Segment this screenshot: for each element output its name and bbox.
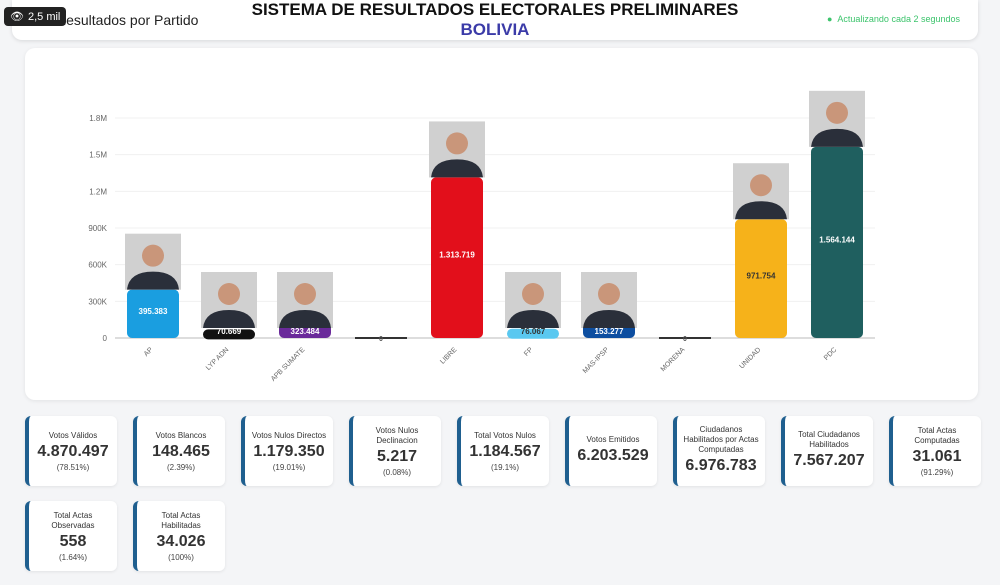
stat-value: 4.870.497 <box>37 442 109 460</box>
stat-label: Votos Válidos <box>48 430 98 440</box>
candidate-photo <box>733 163 789 220</box>
bar-value-label: 70.669 <box>217 327 242 336</box>
stat-label: Total Ciudadanos Habilitados <box>798 430 860 449</box>
stat-percent: (19.01%) <box>272 462 306 472</box>
stat-label: Total Actas Observadas <box>51 510 95 530</box>
y-tick-label: 900K <box>88 224 107 233</box>
x-tick-label: FP <box>523 346 535 358</box>
stat-label: Total Actas Habilitadas <box>161 510 201 530</box>
x-tick-label: PDC <box>823 346 838 361</box>
stat-card: Total Ciudadanos Habilitados 7.567.207 <box>781 416 873 486</box>
candidate-photo <box>429 121 485 178</box>
section-subtitle: Resultados por Partido <box>56 12 199 28</box>
stat-label: Votos Emitidos <box>586 435 640 444</box>
stat-card: Total Actas Habilitadas 34.026 (100%) <box>133 501 225 571</box>
view-count: 2,5 mil <box>27 10 61 23</box>
candidate-photo <box>201 272 257 328</box>
stat-label: Votos Nulos Declinacion <box>375 425 419 445</box>
stat-percent: (100%) <box>168 552 194 562</box>
y-tick-label: 1.5M <box>89 151 107 160</box>
candidate-photo <box>505 272 561 328</box>
bar-value-label: 1.313.719 <box>439 251 475 260</box>
bar-value-label: 971.754 <box>747 272 776 281</box>
stat-value: 1.184.567 <box>469 442 541 460</box>
stat-card: Ciudadanos Habilitados por Actas Computa… <box>673 416 765 486</box>
bar-value-label: 0 <box>379 336 383 343</box>
stat-label: Total Actas Computadas <box>914 425 960 445</box>
bar-value-label: 153.277 <box>595 327 624 336</box>
country-title: BOLIVIA <box>460 20 530 39</box>
eye-icon: 👁 <box>10 11 24 23</box>
stat-percent: (0.08%) <box>382 467 411 477</box>
candidate-photo <box>581 272 637 328</box>
candidate-photo <box>809 90 865 147</box>
stat-label: Ciudadanos Habilitados por Actas Computa… <box>683 425 759 454</box>
stat-percent: (1.64%) <box>58 552 87 562</box>
status-dot-icon: ● <box>826 14 833 24</box>
stat-card: Votos Emitidos 6.203.529 <box>565 416 657 486</box>
y-tick-label: 1.2M <box>89 187 107 196</box>
bar-value-label: 395.383 <box>139 307 168 316</box>
view-count-badge: 👁 2,5 mil <box>4 7 67 26</box>
bar[interactable] <box>735 219 787 338</box>
stat-percent: (91.29%) <box>920 467 954 477</box>
candidate-photo <box>125 233 181 290</box>
stat-value: 6.976.783 <box>685 457 757 474</box>
stat-value: 1.179.350 <box>253 442 325 460</box>
page-title: SISTEMA DE RESULTADOS ELECTORALES PRELIM… <box>251 0 739 19</box>
live-status: ● Actualizando cada 2 segundos <box>827 14 960 24</box>
stat-card: Votos Válidos 4.870.497 (78.51%) <box>25 416 117 486</box>
stat-card: Total Actas Observadas 558 (1.64%) <box>25 501 117 571</box>
stat-card: Total Votos Nulos 1.184.567 (19.1%) <box>457 416 549 486</box>
stat-percent: (78.51%) <box>56 462 90 472</box>
bar[interactable] <box>431 177 483 338</box>
stat-card: Votos Nulos Declinacion 5.217 (0.08%) <box>349 416 441 486</box>
stat-value: 34.026 <box>156 532 206 550</box>
y-tick-label: 300K <box>88 297 107 306</box>
x-tick-label: AP <box>143 346 155 358</box>
stat-label: Votos Blancos <box>155 430 207 440</box>
stat-value: 148.465 <box>152 442 210 460</box>
y-tick-label: 1.8M <box>89 114 107 123</box>
header: Resultados por Partido SISTEMA DE RESULT… <box>12 0 978 40</box>
stat-label: Votos Nulos Directos <box>251 430 327 440</box>
bar[interactable] <box>203 329 255 340</box>
stat-value: 5.217 <box>376 447 418 465</box>
x-tick-label: MORENA <box>660 346 687 373</box>
candidate-photo <box>277 272 333 328</box>
stat-value: 6.203.529 <box>577 447 649 464</box>
stat-value: 31.061 <box>912 447 962 465</box>
stat-card: Votos Nulos Directos 1.179.350 (19.01%) <box>241 416 333 486</box>
stat-card: Votos Blancos 148.465 (2.39%) <box>133 416 225 486</box>
stat-percent: (19.1%) <box>490 462 519 472</box>
x-tick-label: APB SUMATE <box>270 346 307 383</box>
x-tick-label: UNIDAD <box>738 346 762 370</box>
live-status-text: Actualizando cada 2 segundos <box>837 14 960 24</box>
y-tick-label: 600K <box>88 261 107 270</box>
bar-value-label: 323.484 <box>291 327 320 336</box>
stat-value: 558 <box>59 532 87 550</box>
bar-value-label: 76.067 <box>521 327 546 336</box>
bar[interactable] <box>507 328 559 339</box>
bar[interactable] <box>127 289 179 338</box>
bar-chart: 0 300K 600K 900K 1.2M 1.5M 1.8M 395.383 AP 70.669… <box>88 90 875 383</box>
stat-value: 7.567.207 <box>793 452 865 469</box>
stat-percent: (2.39%) <box>166 462 195 472</box>
x-tick-label: MAS-IPSP <box>582 346 611 375</box>
x-tick-label: LYP ADN <box>205 346 230 371</box>
y-tick-label: 0 <box>103 334 108 343</box>
bar-value-label: 1.564.144 <box>819 235 855 244</box>
stat-card: Total Actas Computadas 31.061 (91.29%) <box>889 416 981 486</box>
chart-card: 0 300K 600K 900K 1.2M 1.5M 1.8M 395.383 AP 70.669… <box>25 48 978 400</box>
stat-label: Total Votos Nulos <box>474 430 536 440</box>
bar[interactable] <box>811 146 863 338</box>
x-tick-label: LIBRE <box>439 346 458 365</box>
bar-value-label: 0 <box>683 336 687 343</box>
